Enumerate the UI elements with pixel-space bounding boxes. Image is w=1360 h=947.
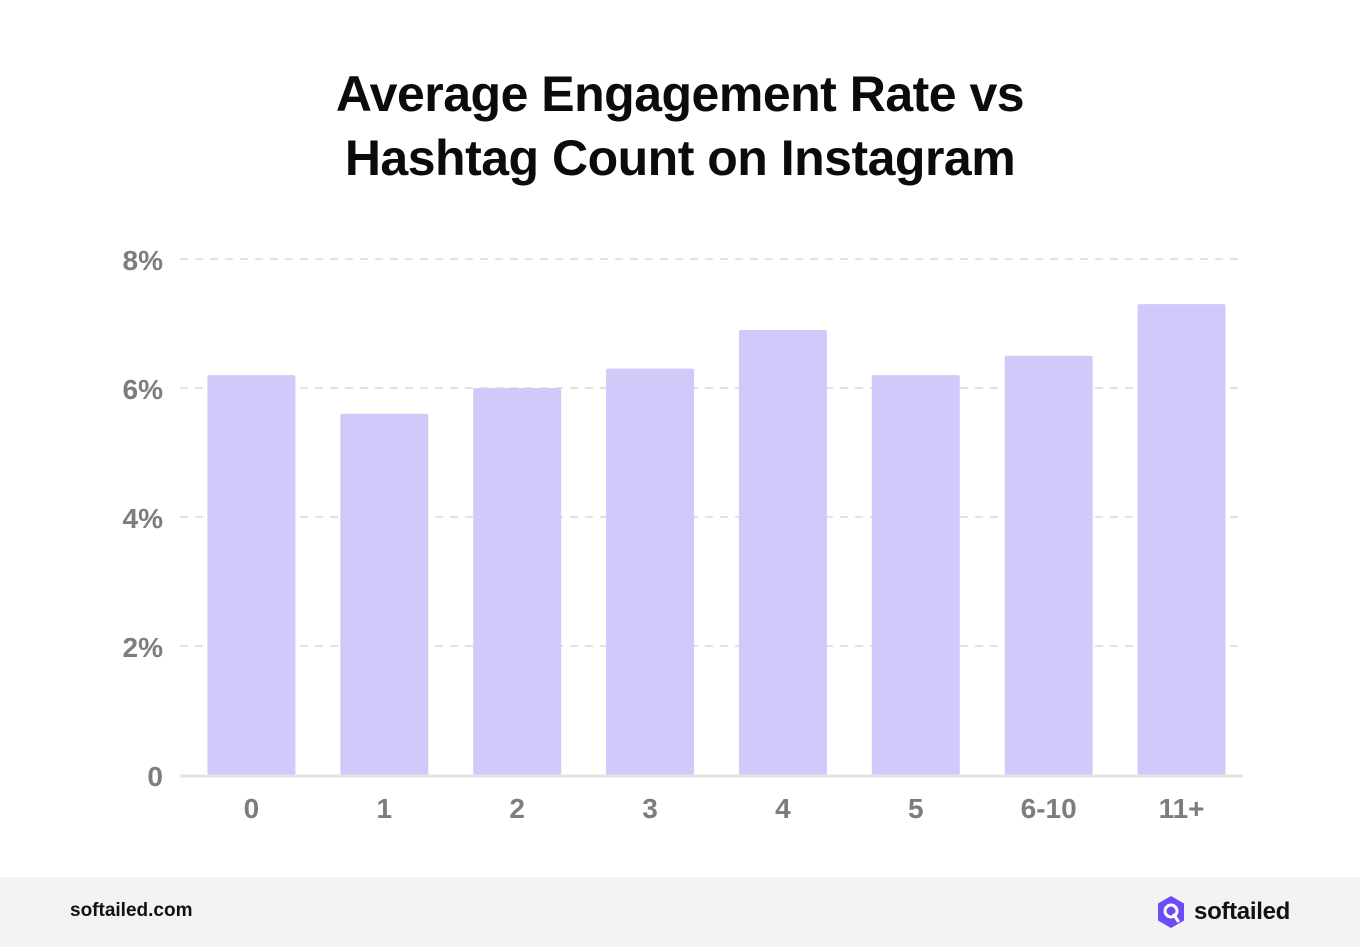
bar-4 <box>738 329 827 775</box>
x-tick-label: 4 <box>775 793 791 824</box>
x-tick-label: 3 <box>642 793 658 824</box>
bar-1 <box>340 413 429 775</box>
x-tick-label: 1 <box>377 793 393 824</box>
bar-0 <box>207 375 296 775</box>
bar-5 <box>871 375 960 775</box>
chart-title-line-1: Average Engagement Rate vs <box>335 66 1025 122</box>
x-tick-label: 0 <box>244 793 260 824</box>
footer-url[interactable]: softailed.com <box>70 900 193 921</box>
y-tick-label: 4% <box>123 503 164 534</box>
softailed-logo-icon <box>1158 896 1185 928</box>
chart-title-line-2: Hashtag Count on Instagram <box>344 130 1016 186</box>
y-tick-label: 2% <box>123 632 164 663</box>
x-tick-label: 2 <box>509 793 525 824</box>
brand-name: softailed <box>1194 898 1290 925</box>
bar-11+ <box>1137 304 1226 775</box>
y-tick-label: 0 <box>147 761 163 792</box>
x-tick-label: 11+ <box>1159 793 1205 824</box>
bar-chart: 0 2% 4% 6% 8% 0 1 2 3 4 5 6-10 11+ <box>123 245 1243 824</box>
x-tick-label: 5 <box>908 793 924 824</box>
footer: softailed.com softailed <box>0 877 1360 947</box>
x-tick-label: 6-10 <box>1021 793 1077 824</box>
chart-title: Average Engagement Rate vs Hashtag Count… <box>0 62 1360 190</box>
y-tick-label: 6% <box>123 374 164 405</box>
bar-3 <box>606 368 695 775</box>
bar-6-10 <box>1004 355 1093 775</box>
y-tick-label: 8% <box>123 245 164 276</box>
bar-2 <box>473 388 562 775</box>
brand: softailed <box>1156 895 1290 929</box>
